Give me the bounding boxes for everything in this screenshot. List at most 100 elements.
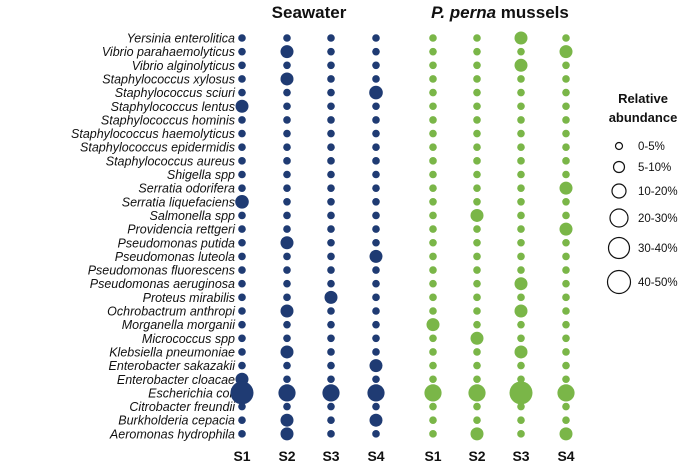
bubble-point: [562, 198, 570, 206]
bubble-point: [429, 184, 437, 192]
sample-label: S1: [233, 448, 250, 462]
bubble-point: [372, 143, 380, 151]
bubble-point: [372, 307, 380, 315]
bubble-point: [473, 307, 481, 315]
bubble-point: [283, 293, 291, 302]
bubble-point: [470, 208, 484, 222]
bubble-point: [238, 129, 246, 138]
legend-title: Relative: [618, 91, 668, 106]
bubble-point: [372, 238, 380, 247]
bubble-point: [562, 143, 570, 151]
bubble-point: [429, 225, 437, 233]
bubble-point: [372, 75, 380, 83]
species-label: Pseudomonas putida: [118, 236, 235, 250]
bubble-point: [429, 402, 437, 411]
bubble-point: [562, 157, 570, 165]
bubble-point: [473, 266, 481, 274]
bubble-point: [238, 116, 246, 124]
bubble-point: [238, 143, 246, 151]
bubble-point: [235, 195, 249, 209]
species-label: Staphylococcus haemolyticus: [71, 127, 235, 141]
species-label: Salmonella spp: [150, 209, 236, 223]
bubble-point: [473, 416, 481, 425]
bubble-point: [238, 211, 246, 220]
bubble-point: [238, 252, 246, 261]
bubble-point: [283, 211, 291, 220]
bubble-point: [473, 375, 481, 384]
bubble-point: [429, 198, 437, 206]
bubble-point: [473, 402, 481, 411]
bubble-point: [372, 34, 380, 42]
bubble-point: [473, 238, 481, 247]
bubble-point: [283, 102, 291, 111]
bubble-point: [230, 381, 254, 405]
bubble-point: [517, 252, 525, 261]
legend-label: 5-10%: [638, 162, 671, 174]
bubble-point: [327, 34, 335, 42]
bubble-point: [327, 279, 335, 288]
bubble-point: [514, 345, 528, 359]
species-label: Micrococcus spp: [142, 332, 235, 346]
species-label: Serratia odorifera: [138, 182, 235, 196]
bubble-point: [562, 61, 570, 70]
bubble-point: [283, 225, 291, 233]
bubble-point: [283, 143, 291, 151]
bubble-point: [283, 402, 291, 411]
bubble-point: [238, 157, 246, 165]
bubble-point: [429, 116, 437, 124]
legend-symbol: [614, 141, 624, 151]
bubble-point: [372, 293, 380, 302]
bubble-point: [429, 170, 437, 179]
bubble-point: [517, 129, 525, 138]
bubble-point: [562, 361, 570, 370]
bubble-point: [327, 116, 335, 124]
bubble-point: [473, 34, 481, 42]
bubble-point: [327, 416, 335, 425]
bubble-point: [473, 320, 481, 329]
bubble-point: [327, 252, 335, 261]
bubble-point: [238, 88, 246, 97]
bubble-point: [238, 266, 246, 274]
bubble-point: [473, 102, 481, 111]
species-label: Enterobacter cloacae: [117, 373, 235, 387]
sample-label: S3: [322, 448, 339, 462]
legend-symbol: [612, 160, 626, 174]
species-label: Pseudomonas luteola: [115, 250, 235, 264]
bubble-point: [429, 61, 437, 70]
bubble-point: [470, 427, 484, 441]
bubble-point: [372, 129, 380, 138]
bubble-point: [372, 266, 380, 274]
bubble-point: [369, 413, 383, 427]
panel-title: Seawater: [272, 3, 347, 22]
bubble-point: [517, 320, 525, 329]
species-label: Providencia rettgeri: [127, 223, 236, 237]
bubble-point: [517, 430, 525, 438]
bubble-point: [327, 75, 335, 83]
bubble-point: [322, 384, 340, 402]
legend-symbol: [611, 183, 627, 199]
bubble-point: [327, 266, 335, 274]
bubble-point: [517, 47, 525, 56]
bubble-point: [238, 61, 246, 70]
bubble-point: [372, 157, 380, 165]
species-label: Escherichia coli: [148, 386, 236, 400]
bubble-point: [468, 384, 486, 402]
bubble-point: [429, 129, 437, 138]
legend-symbol: [607, 236, 631, 260]
sample-label: S2: [278, 448, 295, 462]
legend-label: 0-5%: [638, 141, 665, 153]
bubble-point: [283, 334, 291, 343]
bubble-point: [283, 34, 291, 42]
bubble-point: [562, 334, 570, 343]
bubble-point: [562, 170, 570, 179]
species-label: Burkholderia cepacia: [118, 414, 235, 428]
bubble-point: [283, 157, 291, 165]
bubble-point: [283, 116, 291, 124]
bubble-point: [557, 384, 575, 402]
bubble-point: [429, 279, 437, 288]
species-label: Staphylococcus epidermidis: [80, 141, 235, 155]
species-label: Serratia liquefaciens: [122, 195, 235, 209]
bubble-point: [238, 361, 246, 370]
bubble-point: [280, 345, 294, 359]
